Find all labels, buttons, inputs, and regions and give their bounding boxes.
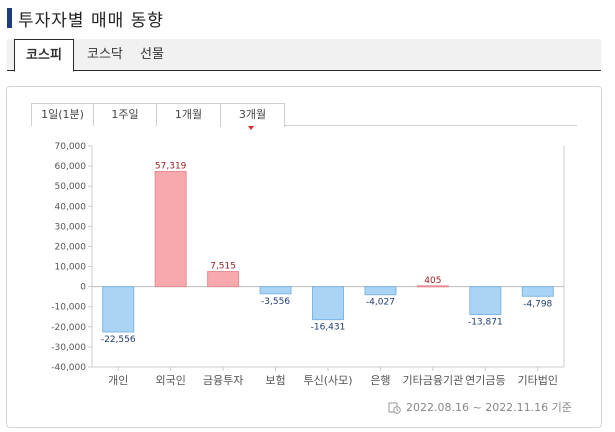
x-tick-label: 개인 (108, 374, 128, 387)
x-tick-label: 외국인 (155, 374, 185, 387)
bar (364, 286, 397, 296)
x-tick-label: 보험 (265, 374, 285, 387)
data-label: 57,319 (155, 161, 187, 171)
y-tick-label: 70,000 (55, 142, 87, 152)
y-tick-label: 40,000 (55, 202, 87, 212)
x-tick-label: 은행 (370, 374, 390, 387)
x-tick-label: 투신(사모) (303, 374, 352, 387)
data-label: 405 (424, 276, 441, 286)
clock-icon (388, 402, 401, 414)
data-label: -22,556 (101, 335, 136, 345)
period-tabs: 1일(1분) 1주일 1개월 3개월 (31, 103, 577, 130)
bar (259, 286, 292, 295)
y-tick-label: -40,000 (51, 363, 86, 373)
y-tick-label: -10,000 (51, 303, 86, 313)
title-accent-bar (7, 8, 12, 28)
period-tab-1week[interactable]: 1주일 (93, 103, 157, 126)
page-title: 투자자별 매매 동향 (18, 11, 164, 31)
market-tabs: 코스피 코스닥 선물 (7, 39, 601, 72)
data-label: -4,798 (523, 299, 552, 309)
chart-panel (6, 86, 602, 428)
y-tick-label: 0 (80, 283, 86, 293)
y-tick-label: -30,000 (51, 343, 86, 353)
bar (469, 286, 502, 316)
bar (416, 285, 449, 288)
bar (102, 286, 135, 333)
tab-futures[interactable]: 선물 (140, 47, 164, 62)
data-label: -16,431 (311, 323, 346, 333)
x-tick-label: 금융투자 (203, 374, 243, 387)
period-tab-1day[interactable]: 1일(1분) (31, 103, 94, 126)
footer-date: 2022.08.16 ~ 2022.11.16 기준 (388, 399, 572, 415)
y-tick-label: 20,000 (55, 242, 87, 252)
date-range-text: 2022.08.16 ~ 2022.11.16 기준 (406, 401, 572, 414)
data-label: -3,556 (261, 297, 290, 307)
bar (154, 170, 187, 288)
bar (312, 286, 344, 321)
bar (207, 271, 240, 288)
bar (521, 286, 554, 297)
active-indicator-icon (248, 126, 254, 130)
tab-kosdaq[interactable]: 코스닥 (87, 47, 123, 62)
tab-kospi[interactable]: 코스피 (14, 39, 74, 72)
x-tick-label: 기타법인 (518, 374, 558, 387)
y-tick-label: -20,000 (51, 323, 86, 333)
x-tick-label: 연기금등 (465, 374, 505, 387)
data-label: -13,871 (468, 318, 503, 328)
data-label: -4,027 (366, 298, 395, 308)
period-tab-3month[interactable]: 3개월 (220, 103, 285, 130)
x-tick-label: 기타금융기관 (403, 374, 464, 387)
y-tick-label: 30,000 (55, 222, 87, 232)
y-tick-label: 10,000 (55, 263, 87, 273)
data-label: 7,515 (210, 262, 236, 272)
period-tab-3month-label: 3개월 (238, 108, 267, 121)
y-tick-label: 50,000 (55, 182, 87, 192)
y-tick-label: 60,000 (55, 162, 87, 172)
